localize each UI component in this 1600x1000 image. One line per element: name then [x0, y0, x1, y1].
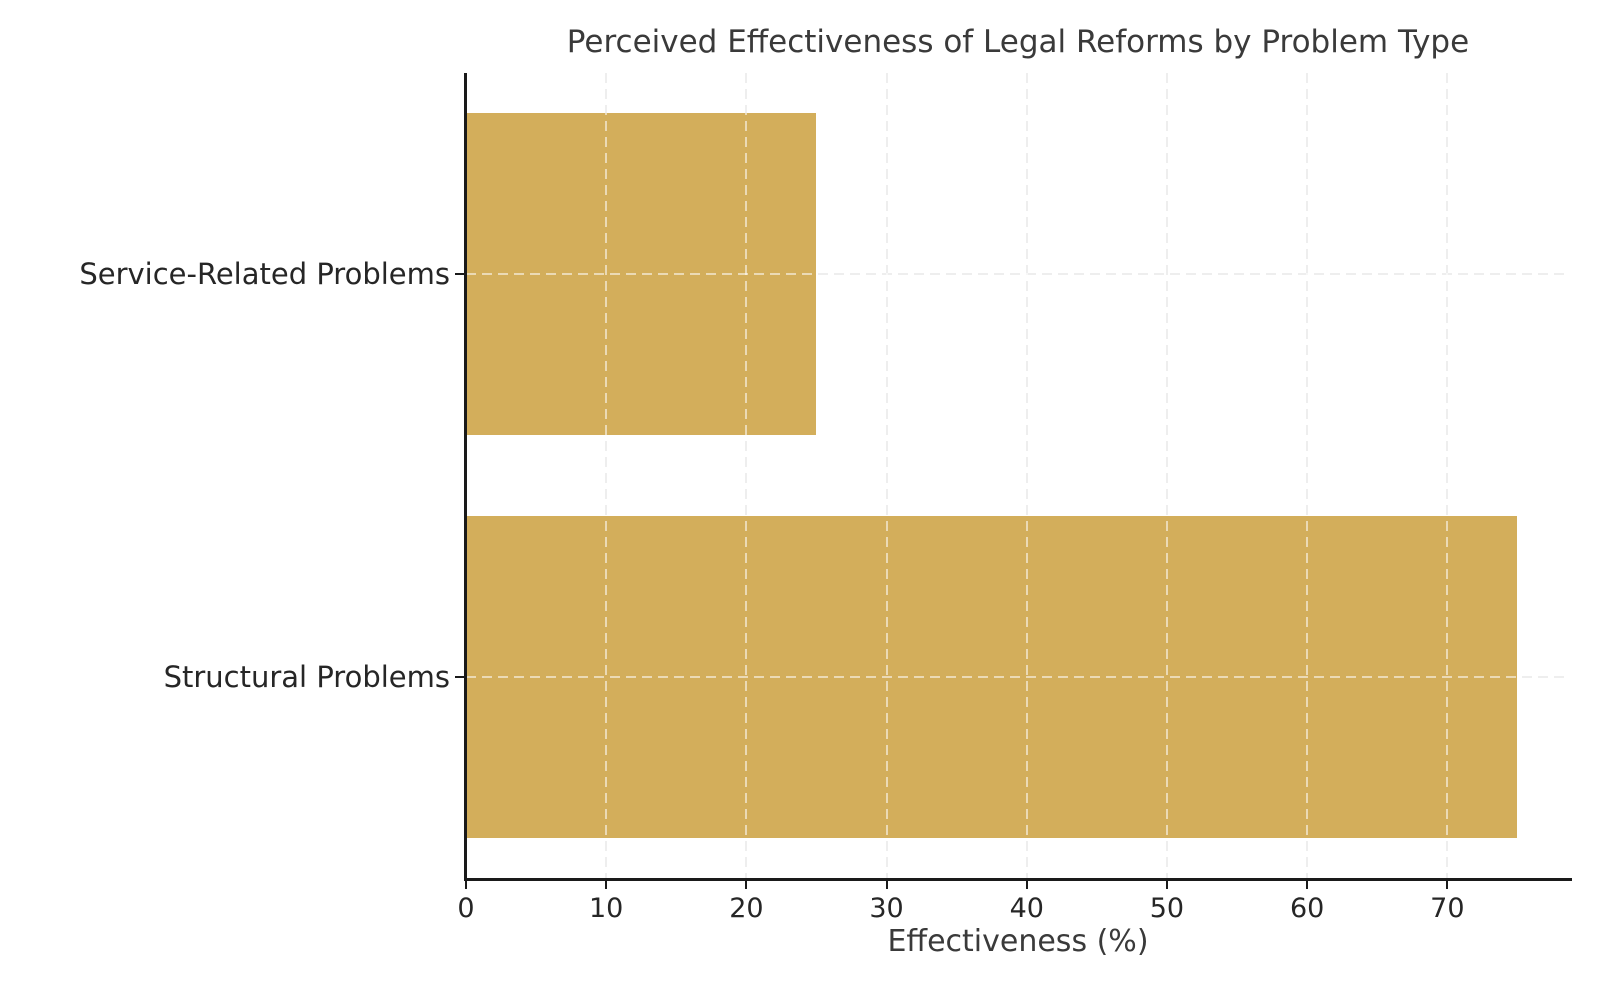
y-category-label: Structural Problems [163, 659, 450, 694]
x-tick-label: 0 [457, 893, 475, 924]
x-tick-mark [1165, 880, 1168, 889]
x-tick-mark [1446, 880, 1449, 889]
x-gridline-overlay [1025, 73, 1028, 878]
plot-area: 0 10 20 30 40 50 60 70 [455, 73, 1572, 924]
x-tick-label: 70 [1430, 893, 1465, 924]
x-gridline-overlay [745, 73, 748, 878]
x-tick-label: 40 [1009, 893, 1044, 924]
y-tick-mark [455, 273, 464, 276]
x-axis-label: Effectiveness (%) [887, 924, 1149, 959]
ticks-layer: 0 10 20 30 40 50 60 70 [455, 73, 1570, 924]
x-tick-mark [885, 880, 888, 889]
x-tick-label: 30 [869, 893, 904, 924]
x-gridline-overlay [885, 73, 888, 878]
x-gridline-overlay [1165, 73, 1168, 878]
x-tick-mark [1025, 880, 1028, 889]
chart-title: Perceived Effectiveness of Legal Reforms… [566, 24, 1470, 60]
x-tick-label: 50 [1149, 893, 1185, 924]
x-tick-mark [465, 880, 467, 889]
y-tick-mark [455, 675, 464, 678]
y-gridline-overlay [466, 675, 1570, 678]
x-tick-mark [745, 880, 748, 889]
x-tick-mark [1306, 880, 1309, 889]
y-gridline-overlay [466, 273, 1570, 276]
x-tick-label: 10 [589, 893, 624, 924]
x-gridline-overlay [605, 73, 608, 878]
gridlines-over-layer [466, 73, 1570, 878]
y-category-label: Service-Related Problems [79, 257, 450, 292]
x-gridline-overlay [1446, 73, 1449, 878]
x-tick-label: 60 [1289, 893, 1325, 924]
x-tick-mark [605, 880, 608, 889]
x-gridline-overlay [1306, 73, 1309, 878]
x-tick-label: 20 [729, 893, 764, 924]
x-axis-spine [464, 878, 1572, 881]
y-axis-spine [464, 73, 467, 880]
